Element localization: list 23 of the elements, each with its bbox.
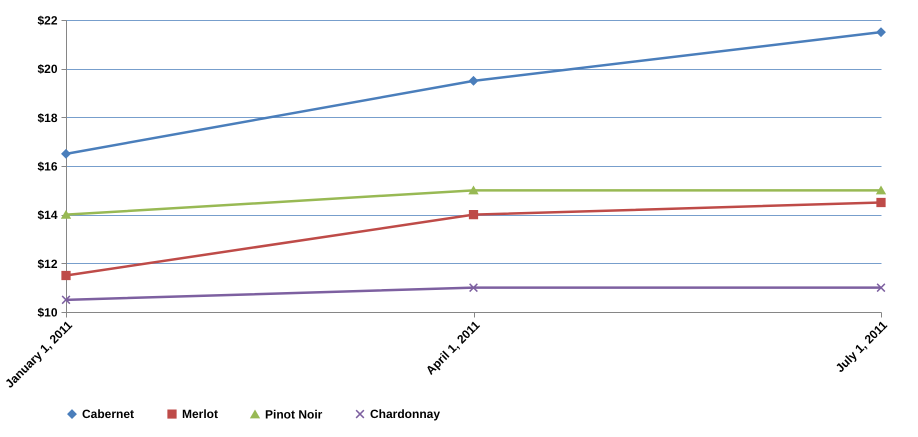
point: [61, 149, 71, 158]
y-tick-label: $16: [37, 160, 58, 174]
legend-label: Chardonnay: [370, 407, 440, 422]
point: [468, 186, 478, 194]
legend-label: Merlot: [182, 407, 218, 422]
point: [468, 283, 478, 292]
point: [876, 186, 886, 194]
point: [61, 210, 71, 219]
y-tick-label: $22: [37, 14, 58, 28]
point: [468, 76, 478, 86]
y-tick-label: $14: [37, 208, 58, 222]
point: [876, 198, 886, 208]
y-tick-label: $12: [37, 256, 58, 271]
legend-label: Pinot Noir: [265, 407, 323, 422]
point: [61, 270, 71, 280]
y-tick-label: $20: [37, 62, 58, 76]
y-tick-label: $10: [37, 306, 58, 320]
point: [876, 28, 886, 37]
point: [876, 283, 886, 292]
point: [468, 210, 478, 220]
y-tick-label: $18: [37, 110, 58, 125]
point: [61, 295, 71, 304]
legend-label: Cabernet: [82, 407, 134, 422]
